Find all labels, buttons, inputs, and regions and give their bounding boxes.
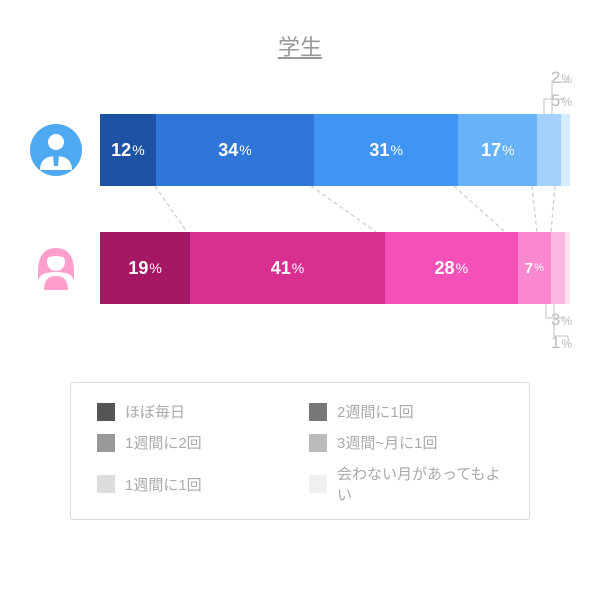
male-bar-seg-1: 34% <box>156 114 314 186</box>
chart-area: 2% 5% 12%34%31%17% <box>30 92 570 362</box>
male-bar: 12%34%31%17% <box>100 114 570 186</box>
legend-label: 会わない月があってもよい <box>337 463 503 505</box>
legend-swatch <box>97 475 115 493</box>
legend-item-1: 2週間に1回 <box>309 401 503 422</box>
legend-item-2: 1週間に2回 <box>97 432 291 453</box>
female-bar-seg-3: 7% <box>518 232 551 304</box>
legend-label: ほぼ毎日 <box>125 401 185 422</box>
female-bar-seg-2: 28% <box>385 232 518 304</box>
male-bar-seg-2: 31% <box>314 114 458 186</box>
legend-item-3: 3週間~月に1回 <box>309 432 503 453</box>
male-callout-lines <box>534 74 574 116</box>
legend-item-0: ほぼ毎日 <box>97 401 291 422</box>
female-bar-seg-0: 19% <box>100 232 190 304</box>
male-bar-seg-5 <box>561 114 570 186</box>
legend-item-4: 1週間に1回 <box>97 463 291 505</box>
female-bar-seg-1: 41% <box>190 232 385 304</box>
legend: ほぼ毎日 2週間に1回 1週間に2回 3週間~月に1回 1週間に1回 会わない月があっても… <box>70 382 530 520</box>
legend-swatch <box>309 403 327 421</box>
male-row: 12%34%31%17% <box>30 114 570 186</box>
male-bar-seg-3: 17% <box>458 114 537 186</box>
female-bar-seg-5 <box>565 232 570 304</box>
female-icon <box>30 242 82 294</box>
legend-swatch <box>97 403 115 421</box>
legend-item-5: 会わない月があってもよい <box>309 463 503 505</box>
male-bar-seg-4 <box>537 114 560 186</box>
female-bar-seg-4 <box>551 232 565 304</box>
male-bar-seg-0: 12% <box>100 114 156 186</box>
male-icon <box>30 124 82 176</box>
chart-container: 学生 2% 5% 12%34%31%17% <box>0 0 600 540</box>
legend-swatch <box>309 475 327 493</box>
legend-swatch <box>97 434 115 452</box>
legend-label: 1週間に1回 <box>125 474 202 495</box>
legend-label: 1週間に2回 <box>125 432 202 453</box>
connector-lines <box>100 186 560 232</box>
chart-title: 学生 <box>30 30 570 62</box>
female-row: 19%41%28%7% <box>30 232 570 304</box>
legend-label: 2週間に1回 <box>337 401 414 422</box>
female-callout-lines <box>534 304 574 350</box>
legend-label: 3週間~月に1回 <box>337 432 437 453</box>
female-bar: 19%41%28%7% <box>100 232 570 304</box>
legend-swatch <box>309 434 327 452</box>
